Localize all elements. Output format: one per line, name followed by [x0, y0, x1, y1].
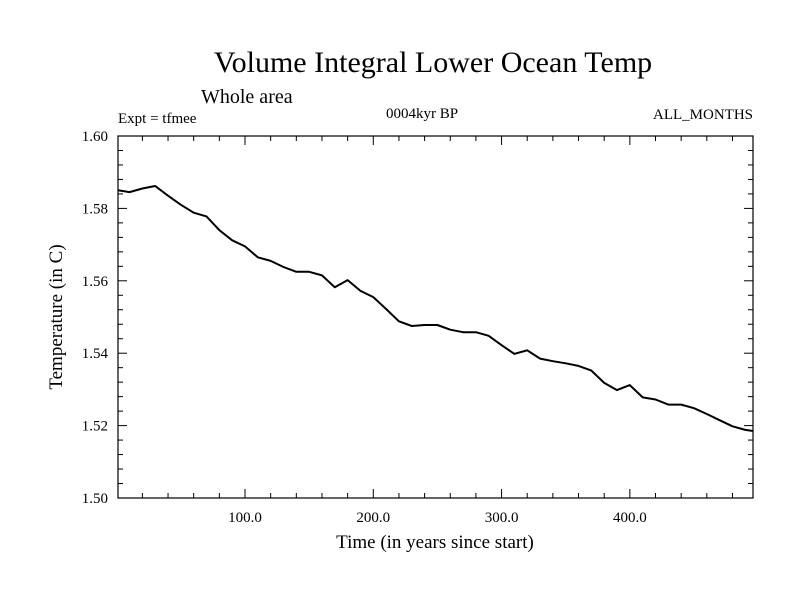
chart-title: Volume Integral Lower Ocean Temp — [214, 46, 652, 79]
x-axis-label: Time (in years since start) — [336, 532, 534, 553]
y-tick-labels: 1.50 1.52 1.54 1.56 1.58 1.60 — [82, 129, 109, 507]
y-tick-label: 1.52 — [82, 419, 108, 435]
chart-subtitle: Whole area — [201, 86, 293, 108]
x-tick-label: 100.0 — [228, 510, 262, 526]
x-tick-label: 400.0 — [613, 510, 647, 526]
y-tick-label: 1.50 — [82, 491, 108, 507]
y-tick-label: 1.58 — [82, 201, 108, 217]
y-tick-label: 1.60 — [82, 129, 108, 145]
temperature-series-line — [117, 185, 754, 432]
y-tick-label: 1.56 — [82, 274, 109, 290]
y-axis-label: Temperature (in C) — [46, 244, 67, 389]
y-tick-label: 1.54 — [82, 346, 109, 362]
plot-frame — [117, 135, 754, 499]
x-tick-label: 300.0 — [485, 510, 519, 526]
x-tick-label: 200.0 — [356, 510, 390, 526]
months-label: ALL_MONTHS — [653, 107, 753, 123]
period-label: 0004kyr BP — [386, 106, 458, 122]
experiment-label: Expt = tfmee — [118, 111, 197, 127]
axis-ticks — [118, 135, 753, 499]
x-tick-labels: 100.0 200.0 300.0 400.0 — [228, 510, 647, 526]
